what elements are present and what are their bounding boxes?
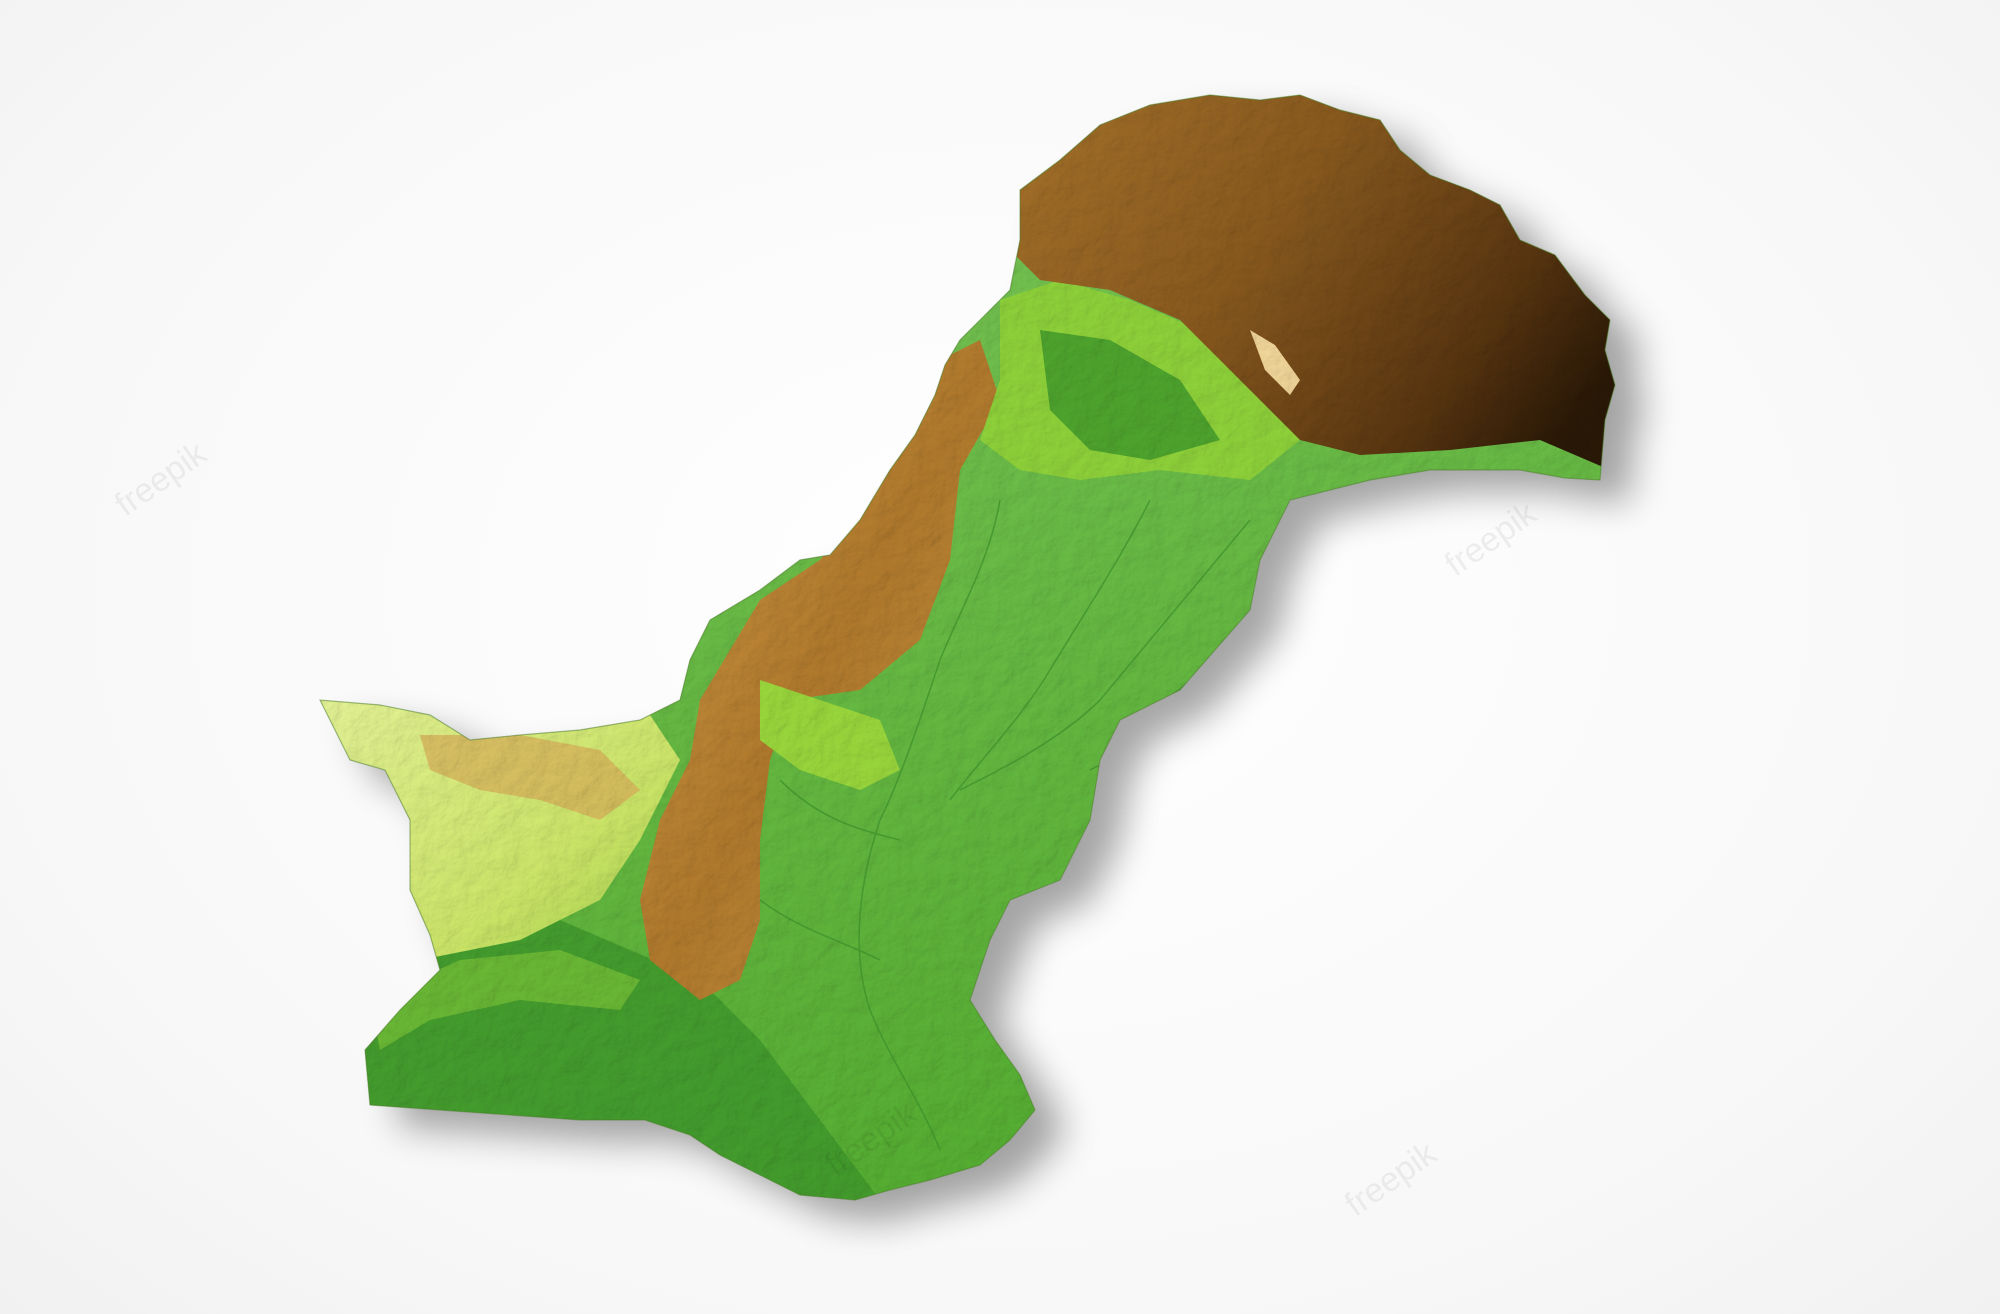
river-jhelum: [949, 499, 1151, 801]
river-indus: [858, 499, 1001, 1151]
contour-line: [759, 899, 881, 961]
contour-line: [779, 779, 901, 841]
terrain-texture: [320, 95, 1615, 1200]
river-chenab: [959, 519, 1251, 791]
relief-zones: [320, 95, 1615, 1200]
